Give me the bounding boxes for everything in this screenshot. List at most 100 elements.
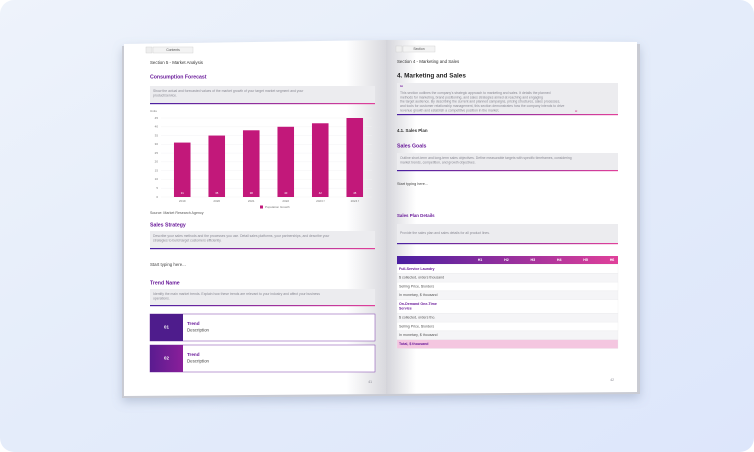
divider: [150, 305, 375, 307]
heading: Trend Name: [150, 280, 180, 286]
tab: [402, 45, 436, 53]
placeholder: Start typing here...: [150, 262, 186, 267]
y-tick-label: 30: [155, 142, 159, 146]
trend-title: Trend: [187, 321, 200, 326]
y-tick-label: 5: [156, 186, 158, 190]
y-tick-label: 15: [155, 168, 159, 172]
table-row-label: Selling Price, $/orders: [399, 284, 434, 288]
quote-mark: ”: [575, 110, 578, 116]
divider: [150, 103, 375, 105]
table-row-label: In monetary, $ thousand: [399, 293, 438, 297]
source: Source: Market Research Agency: [150, 211, 204, 215]
table-column-header: H6: [610, 258, 615, 262]
info-box: [150, 289, 375, 305]
table-column-header: H2: [504, 258, 509, 262]
tab-label: Section: [413, 47, 424, 51]
table-column-header: H1: [478, 258, 483, 262]
table-row-label: $ collected, orders tho.: [399, 316, 435, 320]
trend-description: Description: [187, 359, 210, 364]
trend-box: [149, 344, 376, 373]
table-row: [396, 339, 619, 349]
paragraph-line: strategies to build target customers eff…: [153, 238, 222, 242]
heading: Consumption Forecast: [150, 74, 207, 80]
legend-label: Population Growth: [265, 205, 290, 209]
table-header: [397, 256, 618, 264]
legend-swatch: [260, 205, 263, 209]
paragraph-line: the target audience. By describing the c…: [400, 100, 560, 104]
left-page-content: Contents Section 5 - Market Analysis Con…: [145, 46, 375, 384]
paragraph-line: Provide the sales plan and sales details…: [400, 231, 490, 235]
page-number: 42: [610, 378, 614, 382]
paragraph-line: Describe your sales methods and the proc…: [153, 234, 330, 238]
divider: [150, 248, 375, 250]
heading: 4. Marketing and Sales: [397, 73, 466, 80]
table-column-header: H5: [583, 258, 588, 262]
trend-number: 02: [164, 356, 169, 361]
value-label: 35: [215, 191, 219, 195]
x-tick-label: 2021: [248, 199, 255, 203]
y-tick-label: 40: [155, 125, 159, 129]
divider: [397, 243, 618, 245]
x-tick-label: 2019: [179, 199, 186, 203]
table-row-label: On-Demand One-Time: [399, 302, 437, 306]
y-tick-label: 45: [155, 116, 159, 120]
value-label: 38: [250, 191, 254, 195]
trend-number: 01: [164, 325, 169, 330]
paragraph-line: Outline short-term and long-term sales o…: [400, 156, 572, 160]
value-label: 45: [353, 191, 357, 195]
paragraph-line: product/service.: [153, 93, 177, 97]
quote-box: [397, 83, 618, 114]
bar: [208, 135, 226, 197]
bar: [242, 130, 260, 197]
paragraph-line: methods for marketing, brand positioning…: [400, 95, 543, 99]
section-label: Section 5 - Market Analysis: [150, 60, 204, 65]
table-column-header: H4: [557, 258, 562, 262]
y-tick-label: 10: [155, 177, 159, 181]
paragraph-line: market trends, competition, and growth o…: [400, 160, 476, 164]
x-tick-label: 2024 f: [351, 199, 360, 203]
bar: [346, 118, 364, 197]
trend-number-box: [150, 314, 183, 341]
page-number: 41: [368, 380, 372, 384]
tab: [152, 46, 194, 54]
y-tick-label: 35: [155, 133, 159, 137]
divider: [397, 170, 618, 172]
bar: [311, 123, 329, 197]
trend-title: Trend: [187, 352, 200, 357]
value-label: 42: [319, 191, 323, 195]
trend-box: [149, 313, 376, 342]
info-box: [397, 153, 618, 170]
placeholder: Start typing here...: [397, 182, 428, 186]
right-page-content: Section Section 4 - Marketing and Sales …: [395, 45, 618, 382]
quote-mark: “: [400, 86, 403, 92]
info-box: [150, 86, 375, 103]
tab-label: Contents: [166, 48, 180, 52]
table-row-label: Total, $ thousand: [399, 342, 428, 346]
heading: Sales Goals: [397, 143, 427, 149]
tab-arrow: [395, 45, 403, 53]
heading: Sales Strategy: [150, 222, 186, 228]
paragraph-line: Identify the main market trends. Explain…: [153, 292, 320, 296]
value-label: 31: [181, 191, 185, 195]
tab-arrow: [145, 46, 153, 54]
paragraph-line: This section outlines the company's stra…: [400, 91, 551, 95]
table-row-label: Full-Service Laundry: [399, 267, 435, 271]
y-tick-label: 20: [155, 160, 159, 164]
table-row-label: In monetary, $ thousand: [399, 333, 438, 337]
trend-description: Description: [187, 328, 210, 333]
paragraph-line: Show the actual and forecasted values of…: [153, 89, 304, 93]
bar: [277, 126, 295, 197]
table-row-label: Service: [399, 307, 412, 311]
paragraph-line: revenue growth and establish a competiti…: [400, 108, 499, 112]
info-box: [150, 231, 375, 248]
trend-number-box: [150, 345, 183, 372]
paragraph-line: operations.: [153, 296, 170, 300]
value-label: 40: [284, 191, 288, 195]
heading: Sales Plan Details: [397, 213, 435, 218]
table-column-header: H3: [530, 258, 535, 262]
x-tick-label: 2020: [213, 199, 220, 203]
section-label: Section 4 - Marketing and Sales: [397, 59, 460, 64]
paragraph-line: and tools for customer relationship mana…: [400, 104, 564, 108]
x-tick-label: 2022: [282, 199, 289, 203]
